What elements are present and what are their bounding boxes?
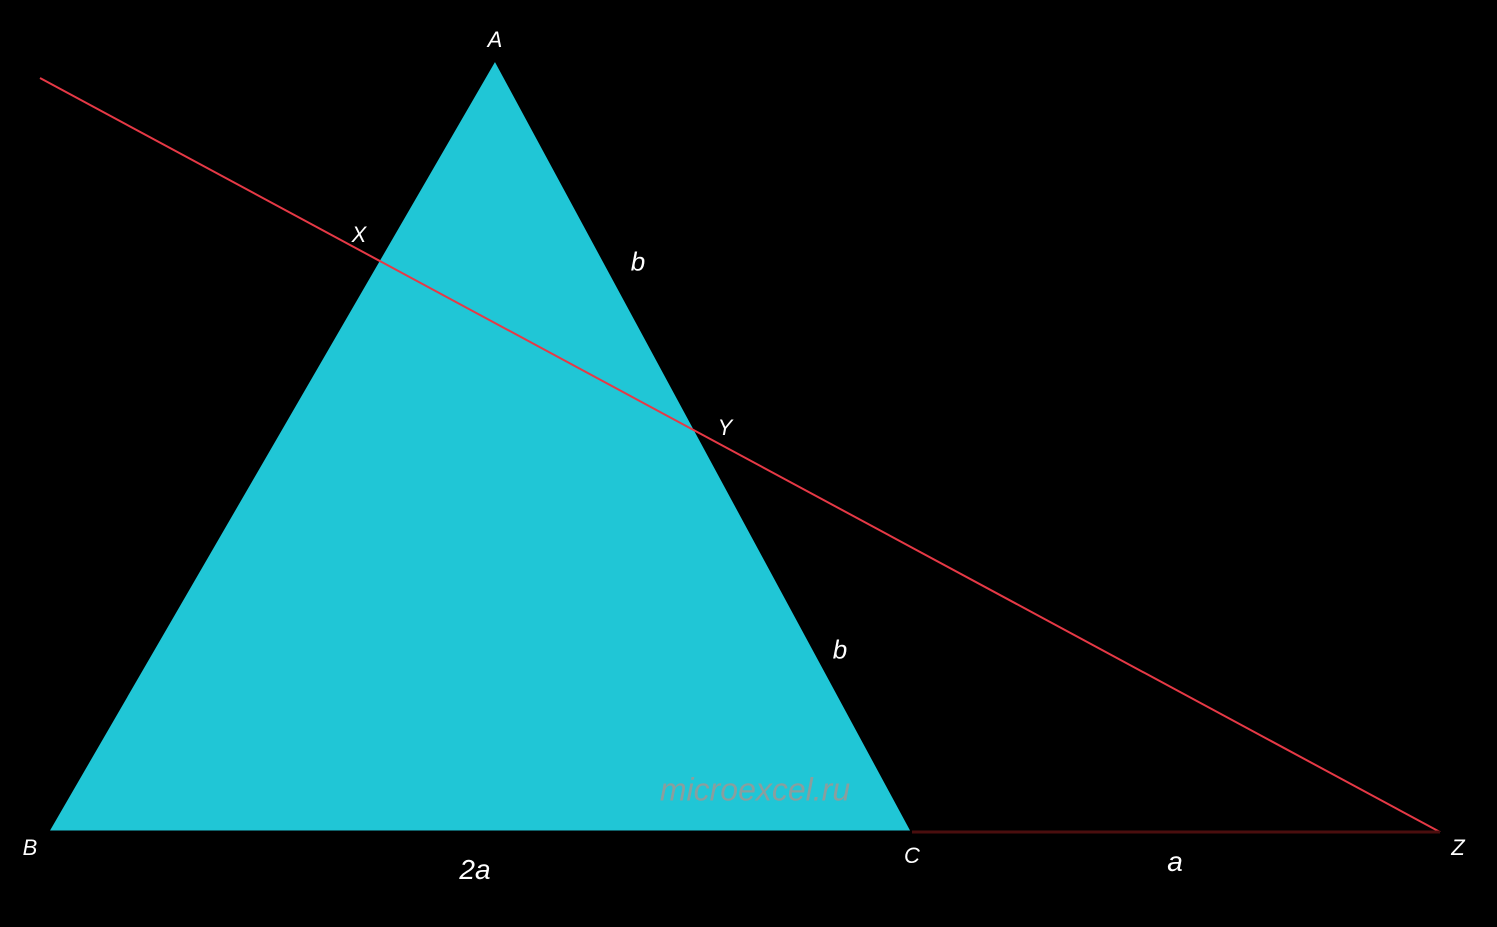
segment-label-a: a [1167, 846, 1183, 878]
diagram-container: A B C X Y Z b b 2a a microexcel.ru [0, 0, 1497, 922]
vertex-label-C: C [904, 843, 920, 869]
point-label-Z: Z [1451, 835, 1464, 861]
point-label-X: X [352, 222, 367, 248]
triangle [48, 60, 912, 832]
watermark: microexcel.ru [660, 772, 850, 809]
point-label-Y: Y [718, 415, 733, 441]
segment-label-b1: b [631, 247, 645, 278]
vertex-label-B: B [23, 835, 38, 861]
segment-label-2a: 2a [459, 854, 490, 886]
segment-label-b2: b [833, 635, 847, 666]
vertex-label-A: A [488, 27, 503, 53]
